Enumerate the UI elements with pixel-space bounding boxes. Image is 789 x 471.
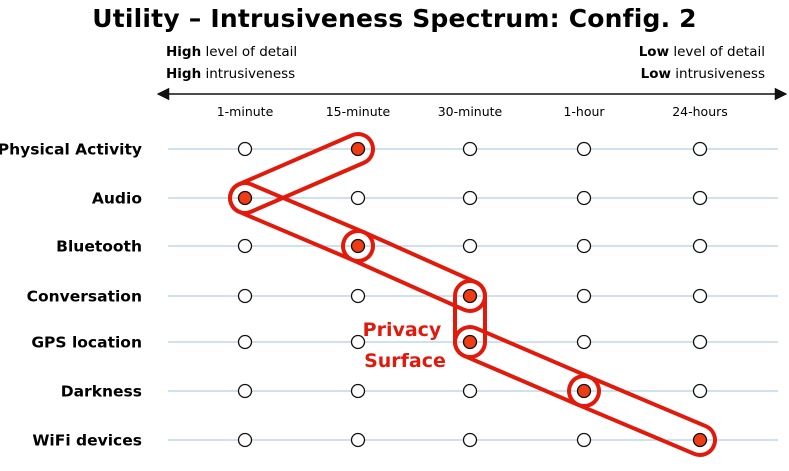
option-dot-2-4: [576, 190, 592, 206]
option-dot-6-2: [350, 383, 366, 399]
privacy-surface-label-line1: Privacy: [363, 319, 442, 341]
selected-dot-4-3: [462, 288, 478, 304]
selected-dot-1-2: [350, 141, 366, 157]
option-dot-3-5: [692, 238, 708, 254]
option-dot-1-5: [692, 141, 708, 157]
diagram-title: Utility – Intrusiveness Spectrum: Config…: [92, 4, 697, 33]
right-header-text-1: level of detail: [673, 44, 765, 60]
selected-dot-2-1: [237, 190, 253, 206]
option-dot-1-3: [462, 141, 478, 157]
column-label-30-minute: 30-minute: [438, 104, 503, 119]
option-dot-7-3: [462, 432, 478, 448]
option-dot-5-5: [692, 334, 708, 350]
option-dot-5-2: [350, 334, 366, 350]
row-label-wifi-devices: WiFi devices: [32, 432, 142, 450]
option-dot-5-1: [237, 334, 253, 350]
column-label-24-hours: 24-hours: [672, 104, 728, 119]
right-header-bold-1: Low: [638, 44, 670, 60]
option-dot-7-2: [350, 432, 366, 448]
selected-dot-7-5: [692, 432, 708, 448]
selected-dot-5-3: [462, 334, 478, 350]
left-header-text-1: level of detail: [205, 44, 298, 60]
option-dot-7-1: [237, 432, 253, 448]
left-header-text-2: intrusiveness: [205, 66, 296, 82]
option-dot-4-5: [692, 288, 708, 304]
option-dot-1-4: [576, 141, 592, 157]
right-header-bold-2: Low: [640, 66, 671, 82]
right-header-text-2: intrusiveness: [675, 66, 765, 82]
option-dot-6-3: [462, 383, 478, 399]
option-dot-4-4: [576, 288, 592, 304]
privacy-surface-segment-5: [452, 325, 602, 409]
row-label-bluetooth: Bluetooth: [56, 238, 142, 256]
row-label-physical-activity: Physical Activity: [0, 141, 142, 159]
row-label-audio: Audio: [92, 190, 142, 208]
privacy-surface-label-line2: Surface: [364, 350, 446, 372]
option-dot-2-2: [350, 190, 366, 206]
option-dot-7-4: [576, 432, 592, 448]
left-header-bold-2: High: [166, 66, 202, 82]
option-dot-3-4: [576, 238, 592, 254]
column-label-1-hour: 1-hour: [563, 104, 605, 119]
option-dot-6-1: [237, 383, 253, 399]
option-dot-2-3: [462, 190, 478, 206]
column-label-1-minute: 1-minute: [217, 104, 274, 119]
option-dot-4-1: [237, 288, 253, 304]
option-dot-3-3: [462, 238, 478, 254]
selected-dot-3-2: [350, 238, 366, 254]
option-dot-4-2: [350, 288, 366, 304]
selected-dot-6-4: [576, 383, 592, 399]
option-dot-6-5: [692, 383, 708, 399]
privacy-surface-segment-6: [567, 374, 717, 457]
option-dot-2-5: [692, 190, 708, 206]
right-axis-header: Low level of detail Low intrusiveness: [639, 41, 765, 85]
privacy-surface-segment-2: [228, 181, 375, 263]
column-label-15-minute: 15-minute: [326, 104, 391, 119]
option-dot-1-1: [237, 141, 253, 157]
option-dot-5-4: [576, 334, 592, 350]
left-header-bold-1: High: [166, 44, 202, 60]
left-axis-header: High level of detail High intrusiveness: [166, 41, 297, 85]
row-label-conversation: Conversation: [27, 288, 142, 306]
row-label-darkness: Darkness: [61, 383, 142, 401]
option-dot-3-1: [237, 238, 253, 254]
row-label-gps-location: GPS location: [31, 334, 142, 352]
